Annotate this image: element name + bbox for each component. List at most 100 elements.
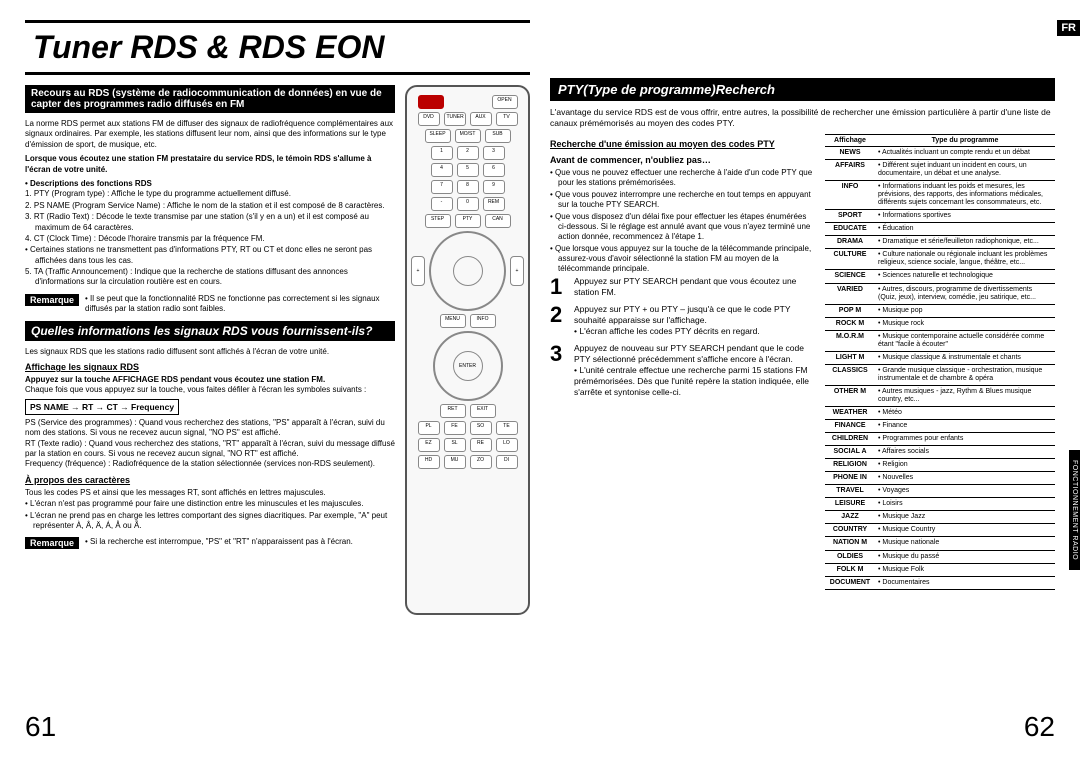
- remark-text: • Si la recherche est interrompue, "PS" …: [85, 537, 353, 547]
- apropos-list: Tous les codes PS et ainsi que les messa…: [25, 488, 395, 532]
- apropos-heading: À propos des caractères: [25, 475, 395, 485]
- table-row: CLASSICS• Grande musique classique - orc…: [825, 364, 1055, 385]
- remote-btn: PTY: [455, 214, 481, 228]
- table-cell-code: SOCIAL A: [825, 446, 875, 459]
- table-cell-code: COUNTRY: [825, 524, 875, 537]
- list-item: 5. TA (Traffic Announcement) : Indique q…: [25, 267, 395, 288]
- side-tab: FONCTIONNEMENT RADIO: [1069, 450, 1080, 570]
- aff-text1: Appuyez sur la touche AFFICHAGE RDS pend…: [25, 375, 395, 385]
- table-cell-code: SPORT: [825, 210, 875, 223]
- table-cell-desc: • Autres, discours, programme de diverti…: [875, 283, 1055, 304]
- precond-list: • Que vous ne pouvez effectuer une reche…: [550, 168, 815, 275]
- list-item: 3. RT (Radio Text) : Décode le texte tra…: [25, 212, 395, 233]
- remote-btn: 2: [457, 146, 479, 160]
- section-bar-signals: Quelles informations les signaux RDS vou…: [25, 321, 395, 341]
- table-cell-desc: • Musique Folk: [875, 563, 1055, 576]
- step-3: 3 Appuyez de nouveau sur PTY SEARCH pend…: [550, 343, 815, 398]
- table-row: ROCK M• Musique rock: [825, 317, 1055, 330]
- table-cell-desc: • Différent sujet induant un incident en…: [875, 159, 1055, 180]
- table-cell-code: CLASSICS: [825, 364, 875, 385]
- table-cell-code: OLDIES: [825, 550, 875, 563]
- table-cell-desc: • Musique contemporaine actuelle considé…: [875, 330, 1055, 351]
- table-row: DOCUMENT• Documentaires: [825, 576, 1055, 589]
- remote-btn: DVD: [418, 112, 440, 126]
- remote-btn: HD: [418, 455, 440, 469]
- aff-heading: Affichage les signaux RDS: [25, 362, 395, 372]
- remote-btn: SO: [470, 421, 492, 435]
- section-bar-rds: Recours au RDS (système de radiocommunic…: [25, 85, 395, 113]
- step-text: Appuyez sur PTY SEARCH pendant que vous …: [574, 276, 815, 298]
- remote-btn: 0: [457, 197, 479, 211]
- remote-btn: DI: [496, 455, 518, 469]
- table-row: NEWS• Actualités incluant un compte rend…: [825, 146, 1055, 159]
- remote-btn: RE: [470, 438, 492, 452]
- list-item: 1. PTY (Program type) : Affiche le type …: [25, 189, 395, 199]
- table-cell-code: CHILDREN: [825, 433, 875, 446]
- remark-box-1: Remarque • Il se peut que la fonctionnal…: [25, 294, 395, 315]
- table-cell-code: ROCK M: [825, 317, 875, 330]
- page-left: Tuner RDS & RDS EON Recours au RDS (syst…: [25, 20, 530, 743]
- remark-label: Remarque: [25, 294, 79, 306]
- table-cell-code: PHONE IN: [825, 472, 875, 485]
- aff-text2: Chaque fois que vous appuyez sur la touc…: [25, 385, 395, 395]
- table-cell-code: LEISURE: [825, 498, 875, 511]
- table-cell-code: M.O.R.M: [825, 330, 875, 351]
- table-cell-desc: • Informations induant les poids et mesu…: [875, 181, 1055, 210]
- page-number: 61: [25, 711, 56, 743]
- remote-btn: PL: [418, 421, 440, 435]
- table-cell-desc: • Programmes pour enfants: [875, 433, 1055, 446]
- table-cell-code: DRAMA: [825, 236, 875, 249]
- remark-text: • Il se peut que la fonctionnalité RDS n…: [85, 294, 395, 315]
- table-cell-desc: • Nouvelles: [875, 472, 1055, 485]
- table-cell-code: FINANCE: [825, 420, 875, 433]
- desc-list: 1. PTY (Program type) : Affiche le type …: [25, 189, 395, 288]
- table-row: SOCIAL A• Affaires socials: [825, 446, 1055, 459]
- remote-btn: MO/ST: [455, 129, 481, 143]
- table-row: EDUCATE• Éducation: [825, 223, 1055, 236]
- table-cell-desc: • Musique Country: [875, 524, 1055, 537]
- step-2: 2 Appuyez sur PTY + ou PTY – jusqu'à ce …: [550, 304, 815, 337]
- table-cell-desc: • Voyages: [875, 485, 1055, 498]
- table-cell-code: INFO: [825, 181, 875, 210]
- table-cell-desc: • Dramatique et série/feuilleton radioph…: [875, 236, 1055, 249]
- step-number: 1: [550, 276, 568, 298]
- remote-btn: +: [510, 256, 524, 286]
- remote-btn: OPEN: [492, 95, 518, 109]
- list-item: Tous les codes PS et ainsi que les messa…: [25, 488, 395, 498]
- table-header: Type du programme: [875, 134, 1055, 146]
- table-cell-code: DOCUMENT: [825, 576, 875, 589]
- table-cell-code: EDUCATE: [825, 223, 875, 236]
- table-cell-desc: • Musique Jazz: [875, 511, 1055, 524]
- table-cell-code: SCIENCE: [825, 270, 875, 283]
- step-number: 2: [550, 304, 568, 337]
- table-cell-code: FOLK M: [825, 563, 875, 576]
- desc-heading: • Descriptions des fonctions RDS: [25, 179, 395, 189]
- table-row: JAZZ• Musique Jazz: [825, 511, 1055, 524]
- remote-btn: FE: [444, 421, 466, 435]
- remote-btn: REM: [483, 197, 505, 211]
- remote-btn: INFO: [470, 314, 496, 328]
- table-row: PHONE IN• Nouvelles: [825, 472, 1055, 485]
- table-cell-desc: • Sciences naturelle et technologique: [875, 270, 1055, 283]
- intro-bold: Lorsque vous écoutez une station FM pres…: [25, 154, 395, 175]
- list-item: • Que vous disposez d'un délai fixe pour…: [550, 212, 815, 243]
- table-cell-code: POP M: [825, 304, 875, 317]
- freq-desc: Frequency (fréquence) : Radiofréquence d…: [25, 459, 395, 469]
- intro-text: La norme RDS permet aux stations FM de d…: [25, 119, 395, 150]
- remote-btn: SL: [444, 438, 466, 452]
- table-row: VARIED• Autres, discours, programme de d…: [825, 283, 1055, 304]
- remote-btn: EZ: [418, 438, 440, 452]
- table-header: Affichage: [825, 134, 875, 146]
- step-number: 3: [550, 343, 568, 398]
- remote-btn: LO: [496, 438, 518, 452]
- page-number: 62: [1024, 711, 1055, 743]
- remote-btn: +: [411, 256, 425, 286]
- rt-desc: RT (Texte radio) : Quand vous recherchez…: [25, 439, 395, 460]
- remote-btn: 4: [431, 163, 453, 177]
- remote-illustration: OPEN DVDTUNERAUXTV SLEEPMO/STSUB 123 456…: [405, 85, 530, 615]
- table-row: COUNTRY• Musique Country: [825, 524, 1055, 537]
- remote-dpad: ENTER: [433, 331, 503, 401]
- remote-btn: EXIT: [470, 404, 496, 418]
- table-cell-code: VARIED: [825, 283, 875, 304]
- table-cell-desc: • Musique classique & instrumentale et c…: [875, 351, 1055, 364]
